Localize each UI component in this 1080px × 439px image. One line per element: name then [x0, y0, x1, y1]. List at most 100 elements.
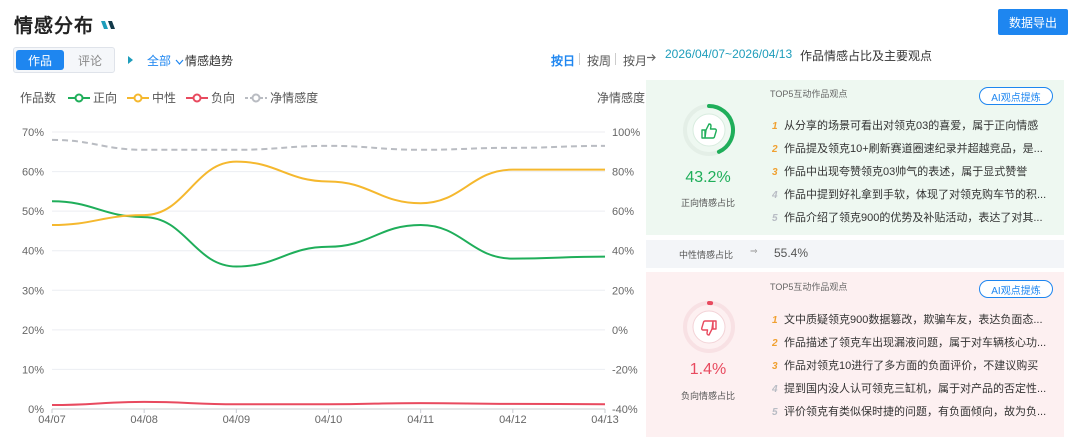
legend-item-neutral[interactable]: 中性	[127, 89, 176, 106]
rank-number: 4	[772, 190, 778, 201]
opinion-text: 作品介绍了领克900的优势及补贴活动，表达了对其...	[784, 212, 1043, 224]
opinion-item[interactable]: 3 作品中出现夸赞领克03帅气的表述，属于显式赞誉	[772, 163, 1054, 179]
legend-item-negative[interactable]: 负向	[186, 89, 235, 106]
x-tick-label: 04/10	[315, 414, 343, 426]
opinion-text: 提到国内没人认可领克三缸机，属于对产品的否定性...	[784, 383, 1047, 395]
positive-ai-summary-button[interactable]: AI观点提炼	[979, 87, 1053, 105]
opinion-text: 作品中提到好礼拿到手软，体现了对领克购车节的积...	[784, 189, 1047, 201]
y-right-tick-label: -20%	[612, 364, 638, 376]
legend-line-marker-icon	[68, 93, 91, 102]
date-range: 2026/04/07~2026/04/13	[665, 47, 793, 61]
scope-dropdown[interactable]: 全部	[147, 52, 184, 69]
opinion-text: 文中质疑领克900数据篡改，欺骗车友，表达负面态...	[784, 314, 1043, 326]
negative-top5-title: TOP5互动作品观点	[770, 282, 848, 292]
rank-number: 3	[772, 361, 778, 372]
negative-ratio-ring	[683, 301, 735, 353]
series-line-positive	[51, 200, 606, 268]
negative-percent: 1.4%	[689, 361, 727, 378]
positive-percent: 43.2%	[685, 169, 731, 186]
left-axis-title: 作品数	[20, 91, 57, 105]
opinion-item[interactable]: 4 提到国内没人认可领克三缸机，属于对产品的否定性...	[772, 380, 1054, 396]
y-left-tick-label: 60%	[22, 167, 44, 179]
rank-number: 5	[772, 213, 778, 224]
y-right-tick-label: 0%	[612, 325, 628, 337]
right-axis-title: 净情感度	[597, 91, 646, 105]
positive-ratio-ring	[683, 104, 735, 156]
period-day[interactable]: 按日	[551, 54, 576, 68]
neutral-row	[646, 240, 1064, 268]
thumbs-up-icon	[701, 123, 717, 139]
opinion-item[interactable]: 5 作品介绍了领克900的优势及补贴活动，表达了对其...	[772, 209, 1054, 225]
opinion-item[interactable]: 3 作品对领克10进行了多方面的负面评价，不建议购买	[772, 357, 1054, 373]
y-right-tick-label: 100%	[612, 127, 640, 139]
rank-number: 2	[772, 338, 778, 349]
legend-label: 正向	[93, 91, 118, 105]
legend-label: 中性	[152, 91, 177, 105]
rank-number: 1	[772, 315, 778, 326]
rank-number: 1	[772, 121, 778, 132]
y-right-tick-label: 80%	[612, 167, 634, 179]
legend-item-net-sentiment[interactable]: 净情感度	[245, 89, 318, 106]
positive-top5-title: TOP5互动作品观点	[770, 89, 848, 99]
y-left-tick-label: 30%	[22, 285, 44, 297]
opinion-item[interactable]: 5 评价领克有类似保时捷的问题，有负面倾向，故为负...	[772, 403, 1054, 419]
legend-line-marker-icon	[127, 93, 150, 102]
divider	[579, 53, 580, 65]
tab-comments[interactable]: 评论	[77, 53, 102, 68]
y-right-tick-label: 40%	[612, 246, 634, 258]
x-tick-label: 04/07	[38, 414, 66, 426]
play-triangle-icon	[128, 56, 133, 64]
rank-number: 2	[772, 144, 778, 155]
period-month[interactable]: 按月	[623, 54, 648, 68]
y-right-tick-label: 60%	[612, 206, 634, 218]
opinion-item[interactable]: 1 文中质疑领克900数据篡改，欺骗车友，表达负面态...	[772, 311, 1054, 327]
opinion-text: 作品对领克10进行了多方面的负面评价，不建议购买	[784, 360, 1039, 372]
legend-line-marker-icon	[245, 93, 268, 102]
neutral-percent: 55.4%	[774, 246, 809, 260]
series-line-neutral	[51, 160, 605, 226]
y-left-tick-label: 0%	[28, 404, 44, 416]
chart-legend: 作品数 正向 中性 负向 净情感度	[20, 89, 328, 106]
opinion-text: 作品描述了领克车出现漏液问题，属于对车辆核心功...	[784, 337, 1047, 349]
x-tick-label: 04/11	[407, 414, 434, 426]
sentiment-trend-chart: 70% 100% 60% 80% 50% 60% 40% 40% 30% 20% 20% 0% 10% -…	[22, 127, 640, 426]
neutral-label: 中性情感占比	[679, 250, 734, 260]
title-decoration-icon	[101, 21, 115, 29]
arrow-right-icon: ⇒	[750, 246, 758, 256]
x-tick-label: 04/13	[591, 414, 619, 426]
trend-label: 情感趋势	[185, 54, 234, 68]
x-tick-label: 04/12	[499, 414, 527, 426]
series-line-net-sentiment	[51, 138, 606, 151]
ratio-arc	[707, 104, 735, 154]
y-right-tick-label: -40%	[612, 404, 638, 416]
rank-number: 4	[772, 384, 778, 395]
opinion-item[interactable]: 4 作品中提到好礼拿到手软，体现了对领克购车节的积...	[772, 186, 1054, 202]
negative-percent-label: 负向情感占比	[680, 391, 735, 401]
y-left-tick-label: 50%	[22, 206, 44, 218]
y-left-tick-label: 40%	[22, 246, 44, 258]
tab-works[interactable]: 作品	[16, 50, 64, 70]
export-data-button[interactable]: 数据导出	[998, 9, 1068, 35]
period-week[interactable]: 按周	[587, 54, 612, 68]
negative-panel	[646, 272, 1064, 437]
opinion-text: 作品中出现夸赞领克03帅气的表述，属于显式赞誉	[784, 166, 1028, 178]
negative-ai-summary-button[interactable]: AI观点提炼	[979, 280, 1053, 298]
scope-dropdown-label: 全部	[147, 54, 172, 68]
date-caption: 作品情感占比及主要观点	[800, 49, 933, 63]
rank-number: 5	[772, 407, 778, 418]
y-left-tick-label: 70%	[22, 127, 44, 139]
chevron-down-icon	[175, 59, 184, 65]
y-left-tick-label: 10%	[22, 364, 44, 376]
opinion-text: 评价领克有类似保时捷的问题，有负面倾向，故为负...	[784, 406, 1047, 418]
legend-line-marker-icon	[186, 93, 209, 102]
legend-label: 负向	[211, 91, 236, 105]
rank-number: 3	[772, 167, 778, 178]
legend-item-positive[interactable]: 正向	[68, 89, 117, 106]
x-tick-label: 04/09	[223, 414, 251, 426]
opinion-item[interactable]: 2 作品描述了领克车出现漏液问题，属于对车辆核心功...	[772, 334, 1054, 350]
opinion-item[interactable]: 1 从分享的场景可看出对领克03的喜爱，属于正向情感	[772, 117, 1054, 133]
thumbs-down-icon	[701, 320, 717, 336]
opinion-item[interactable]: 2 作品提及领克10+刷新赛道圈速纪录并超越竞品，是...	[772, 140, 1054, 156]
legend-label: 净情感度	[270, 91, 319, 105]
opinion-text: 作品提及领克10+刷新赛道圈速纪录并超越竞品，是...	[784, 143, 1043, 155]
